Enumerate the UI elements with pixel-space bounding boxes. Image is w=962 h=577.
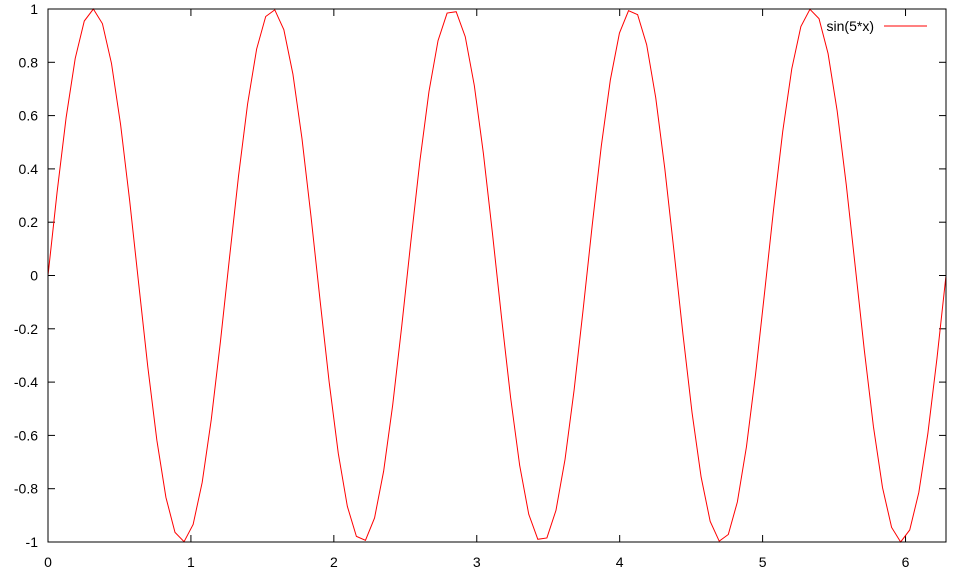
y-tick-label: 1 — [30, 1, 38, 17]
y-tick-label: -1 — [26, 534, 39, 550]
ticks — [47, 8, 946, 543]
y-tick-label: -0.2 — [14, 321, 38, 337]
legend-label: sin(5*x) — [827, 18, 874, 34]
y-tick-label: 0.2 — [19, 214, 39, 230]
legend: sin(5*x) — [827, 18, 927, 34]
x-tick-label: 0 — [44, 554, 52, 570]
y-tick-label: 0.4 — [19, 161, 39, 177]
x-tick-label: 1 — [187, 554, 195, 570]
y-tick-label: 0.6 — [19, 108, 39, 124]
y-tick-label: -0.8 — [14, 481, 38, 497]
x-tick-label: 3 — [473, 554, 481, 570]
y-tick-label: 0.8 — [19, 54, 39, 70]
series-line-sin5x — [47, 8, 947, 543]
x-tick-label: 2 — [330, 554, 338, 570]
plot-border — [47, 8, 947, 543]
y-tick-label: -0.4 — [14, 374, 38, 390]
y-tick-labels: -1 -0.8 -0.6 -0.4 -0.2 0 0.2 0.4 0.6 0.8 1 — [14, 1, 38, 550]
x-tick-label: 4 — [616, 554, 624, 570]
y-tick-label: -0.6 — [14, 427, 38, 443]
x-tick-label: 5 — [759, 554, 767, 570]
x-tick-label: 6 — [902, 554, 910, 570]
y-tick-label: 0 — [30, 268, 38, 284]
x-tick-labels: 0 1 2 3 4 5 6 — [44, 554, 910, 570]
